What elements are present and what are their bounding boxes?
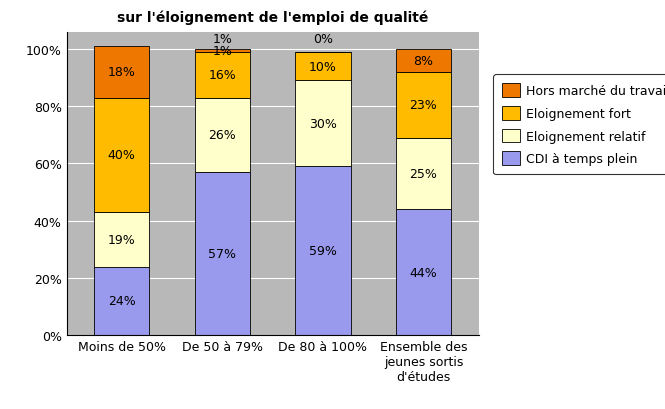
Title: sur l'éloignement de l'emploi de qualité: sur l'éloignement de l'emploi de qualité	[117, 10, 428, 25]
Text: 24%: 24%	[108, 294, 136, 308]
Bar	[396, 210, 451, 335]
Bar	[295, 53, 350, 81]
Text: 57%: 57%	[208, 247, 236, 261]
Text: 1%: 1%	[212, 33, 232, 45]
Bar	[195, 173, 250, 335]
Bar	[295, 167, 350, 335]
Bar	[94, 267, 150, 335]
Bar	[195, 50, 250, 53]
Text: 0%: 0%	[313, 33, 333, 45]
Bar	[396, 138, 451, 210]
Text: 40%: 40%	[108, 149, 136, 162]
Bar	[195, 99, 250, 173]
Text: 44%: 44%	[410, 266, 438, 279]
Bar	[195, 53, 250, 99]
Text: 59%: 59%	[309, 245, 337, 258]
Text: 10%: 10%	[309, 61, 337, 74]
Bar	[94, 213, 150, 267]
Text: 25%: 25%	[410, 168, 438, 180]
Bar	[396, 50, 451, 73]
Text: 8%: 8%	[414, 55, 434, 68]
Text: 23%: 23%	[410, 99, 438, 112]
Bar	[295, 81, 350, 167]
Text: 16%: 16%	[209, 69, 236, 82]
Text: 19%: 19%	[108, 233, 136, 246]
Text: 26%: 26%	[209, 129, 236, 142]
Legend: Hors marché du travail, Eloignement fort, Eloignement relatif, CDI à temps plein: Hors marché du travail, Eloignement fort…	[493, 75, 665, 175]
Text: 18%: 18%	[108, 66, 136, 79]
Bar	[94, 99, 150, 213]
Text: 30%: 30%	[309, 118, 337, 130]
Bar	[396, 73, 451, 138]
Bar	[94, 47, 150, 99]
Text: 1%: 1%	[212, 45, 232, 58]
